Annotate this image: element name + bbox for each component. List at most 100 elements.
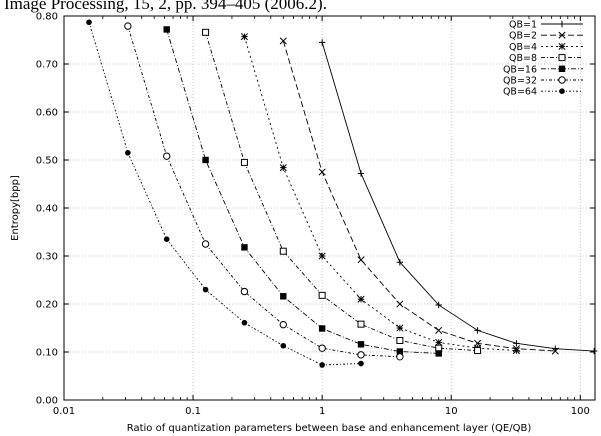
series-qb-32-point bbox=[357, 351, 365, 359]
series-qb-4-point bbox=[279, 164, 287, 172]
series-qb-8-point bbox=[202, 28, 210, 36]
legend-item-qb-1: QB=1 bbox=[509, 20, 583, 31]
series-qb-32-point bbox=[201, 240, 210, 248]
series-qb-64-point bbox=[358, 360, 364, 367]
series-qb-4-point bbox=[512, 347, 520, 355]
y-tick-label: 0.50 bbox=[36, 156, 58, 167]
series-qb-2-point bbox=[318, 168, 326, 176]
series-qb-2-point bbox=[396, 300, 404, 308]
series-qb-32-point bbox=[124, 22, 132, 30]
series-qb-64-point bbox=[241, 319, 248, 326]
series-qb-16-point bbox=[280, 293, 287, 300]
series-qb-32-point bbox=[318, 344, 326, 352]
series-qb-64-point bbox=[86, 19, 92, 26]
caption-text: Image Processing, 15, 2, pp. 394–405 (20… bbox=[4, 0, 327, 13]
series-qb-8-point bbox=[318, 291, 326, 299]
x-axis: 0.01 0.1 1 10 100 bbox=[53, 16, 590, 417]
series-qb-32-point bbox=[279, 320, 287, 329]
legend-label: QB=64 bbox=[503, 87, 537, 98]
legend-item-qb-32: QB=32 bbox=[503, 76, 583, 87]
series-qb-16-point bbox=[202, 156, 209, 164]
x-axis-label: Ratio of quantization parameters between… bbox=[127, 423, 532, 434]
legend-marker bbox=[558, 65, 566, 72]
series-qb-8-line bbox=[205, 32, 478, 352]
y-tick-label: 0.30 bbox=[36, 252, 58, 263]
legend-item-qb-64: QB=64 bbox=[503, 87, 583, 98]
series-qb-64-point bbox=[319, 362, 325, 368]
legend-item-qb-16: QB=16 bbox=[503, 64, 583, 75]
x-tick-label: 10 bbox=[445, 406, 458, 417]
x-tick-label: 100 bbox=[571, 406, 590, 417]
y-tick-label: 0.70 bbox=[36, 60, 58, 71]
x-tick-label: 0.01 bbox=[53, 406, 75, 417]
series-qb-4 bbox=[240, 33, 520, 355]
series-qb-8-point bbox=[474, 347, 482, 355]
legend-label: QB=1 bbox=[509, 20, 537, 31]
series-qb-1-point bbox=[318, 39, 326, 46]
legend-marker bbox=[558, 20, 566, 28]
series-qb-4-point bbox=[396, 324, 404, 332]
legend-label: QB=16 bbox=[503, 64, 537, 75]
series-qb-16-line bbox=[166, 29, 439, 354]
x-tick-label: 1 bbox=[319, 406, 325, 417]
series-qb-4-line bbox=[244, 36, 517, 352]
y-tick-label: 0.60 bbox=[36, 108, 58, 119]
legend-marker bbox=[558, 76, 566, 84]
legend-item-qb-8: QB=8 bbox=[509, 53, 583, 64]
series-qb-1-point bbox=[435, 301, 442, 309]
series-qb-16 bbox=[163, 26, 442, 357]
series-qb-32 bbox=[124, 22, 404, 361]
series-group bbox=[86, 19, 598, 368]
series-qb-2-point bbox=[279, 37, 287, 45]
series-qb-64 bbox=[86, 19, 364, 368]
series-qb-4-point bbox=[435, 338, 443, 346]
legend-marker bbox=[558, 42, 566, 50]
series-qb-1-point bbox=[357, 170, 365, 177]
series-qb-2-point bbox=[551, 347, 559, 355]
series-qb-1-point bbox=[396, 259, 404, 266]
y-axis: 0.00 0.10 0.20 0.30 0.40 0.50 0.60 0.70 0.80 bbox=[36, 12, 595, 407]
series-qb-32-point bbox=[396, 353, 404, 361]
series-qb-8 bbox=[202, 28, 482, 355]
series-qb-4-point bbox=[318, 252, 326, 260]
series-qb-64-point bbox=[280, 342, 287, 349]
series-qb-8-point bbox=[396, 336, 404, 344]
series-qb-32-point bbox=[240, 287, 249, 296]
series-qb-4-point bbox=[357, 295, 365, 303]
y-tick-label: 0.00 bbox=[36, 396, 58, 407]
legend-label: QB=32 bbox=[503, 76, 537, 87]
series-qb-16-point bbox=[396, 348, 404, 355]
series-qb-16-point bbox=[357, 341, 365, 348]
y-tick-label: 0.10 bbox=[36, 348, 58, 359]
series-qb-8-point bbox=[240, 158, 248, 166]
series-qb-64-line bbox=[88, 22, 362, 366]
legend-marker bbox=[559, 88, 565, 94]
legend-item-qb-4: QB=4 bbox=[509, 42, 583, 53]
series-qb-4-point bbox=[240, 33, 248, 41]
series-qb-2-line bbox=[282, 40, 556, 352]
series-qb-32-line bbox=[127, 25, 400, 358]
y-tick-label: 0.40 bbox=[36, 204, 58, 215]
y-axis-label: Entropy[bpp] bbox=[10, 175, 21, 241]
series-qb-1-point bbox=[474, 327, 481, 334]
y-tick-label: 0.20 bbox=[36, 300, 58, 311]
x-tick-label: 0.1 bbox=[185, 406, 201, 417]
series-qb-2-point bbox=[435, 326, 443, 334]
series-qb-1-line bbox=[321, 42, 595, 352]
series-qb-64-point bbox=[163, 236, 170, 242]
grid-lines bbox=[64, 16, 595, 400]
series-qb-1 bbox=[318, 39, 598, 355]
series-qb-16-point bbox=[435, 350, 442, 357]
legend-label: QB=4 bbox=[509, 42, 537, 53]
series-qb-1-point bbox=[513, 340, 520, 347]
series-qb-16-point bbox=[163, 26, 170, 33]
series-qb-32-point bbox=[163, 152, 171, 160]
series-qb-16-point bbox=[318, 325, 326, 332]
legend-marker bbox=[558, 31, 566, 39]
legend-label: QB=2 bbox=[509, 31, 537, 42]
legend-label: QB=8 bbox=[509, 53, 537, 64]
series-qb-1-point bbox=[590, 347, 598, 355]
series-qb-2-point bbox=[357, 256, 365, 264]
